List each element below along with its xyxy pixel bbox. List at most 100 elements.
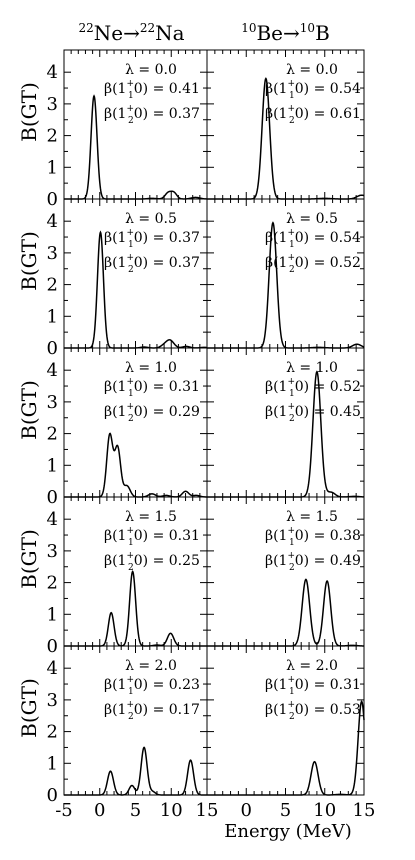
beta2-sup: +: [287, 402, 295, 412]
beta1-close: 0) =: [134, 677, 169, 693]
y-tick-label: 2: [47, 424, 58, 445]
y-tick-label: 2: [47, 275, 58, 296]
beta1-label: β(1+ 10) = 0.52: [265, 377, 361, 399]
beta1-close: 0) =: [134, 528, 169, 544]
y-tick-label: 0: [47, 487, 58, 508]
y-axis-label: B(GT): [17, 529, 41, 589]
beta1-sup: +: [287, 228, 295, 238]
beta2-value: 0.45: [330, 404, 361, 420]
beta2-sub: 2: [289, 563, 295, 573]
beta2-value: 0.37: [169, 106, 200, 122]
beta2-close: 0) =: [134, 553, 169, 569]
beta1-sub: 1: [289, 687, 295, 697]
beta1-close: 0) =: [134, 230, 169, 246]
beta1-label: β(1+ 10) = 0.23: [104, 675, 200, 697]
y-tick-label: 4: [47, 62, 58, 83]
x-tick-label: 10: [160, 800, 183, 821]
beta2-sub: 2: [128, 563, 134, 573]
beta2-sub: 2: [128, 265, 134, 275]
beta1-prefix: β(1: [104, 81, 126, 97]
beta2-value: 0.53: [330, 702, 361, 718]
beta2-sub: 2: [128, 116, 134, 126]
beta1-sub: 1: [128, 389, 134, 399]
beta1-sub: 1: [128, 538, 134, 548]
lambda-label: λ = 2.0: [125, 658, 177, 674]
lambda-label: λ = 1.0: [125, 360, 177, 376]
beta1-value: 0.41: [169, 81, 200, 97]
beta1-close: 0) =: [295, 81, 330, 97]
title-mass-b: 22: [140, 21, 155, 35]
beta2-value: 0.17: [169, 702, 200, 718]
beta1-prefix: β(1: [265, 230, 287, 246]
beta2-value: 0.37: [169, 255, 200, 271]
title-mass-b: 10: [300, 21, 315, 35]
series-curve-3-left: [64, 570, 207, 647]
beta2-prefix: β(1: [265, 255, 287, 271]
series-curve-4-left: [64, 746, 207, 796]
y-tick-label: 0: [47, 785, 58, 806]
beta1-prefix: β(1: [104, 379, 126, 395]
x-tick-label: -5: [55, 800, 73, 821]
beta1-sub: 1: [289, 538, 295, 548]
beta1-value: 0.37: [169, 230, 200, 246]
beta2-prefix: β(1: [104, 255, 126, 271]
beta1-label: β(1+ 10) = 0.54: [265, 228, 361, 250]
title-mass-a: 22: [78, 21, 93, 35]
y-tick-label: 3: [47, 541, 58, 562]
lambda-label: λ = 0.0: [125, 62, 177, 78]
x-axis-label: Energy (MeV): [224, 821, 352, 842]
beta2-value: 0.52: [330, 255, 361, 271]
lambda-label: λ = 1.5: [125, 509, 177, 525]
series-curve-4-right: [207, 700, 365, 796]
lambda-label: λ = 0.5: [125, 211, 177, 227]
beta1-prefix: β(1: [265, 677, 287, 693]
y-tick-label: 1: [47, 604, 58, 625]
beta2-sub: 2: [289, 116, 295, 126]
beta1-label: β(1+ 10) = 0.41: [104, 79, 200, 101]
beta1-label: β(1+ 10) = 0.38: [265, 526, 361, 548]
beta1-value: 0.31: [169, 528, 200, 544]
beta2-prefix: β(1: [265, 404, 287, 420]
beta2-prefix: β(1: [104, 404, 126, 420]
series-curve-2-left: [64, 432, 207, 498]
beta2-label: β(1+ 20) = 0.52: [265, 253, 361, 275]
y-tick-label: 4: [47, 211, 58, 232]
y-tick-label: 4: [47, 658, 58, 679]
column-title-0: 22Ne→22Na: [78, 21, 184, 45]
beta1-sup: +: [126, 675, 134, 685]
series-curve-3-right: [207, 578, 364, 647]
y-tick-label: 3: [47, 94, 58, 115]
beta1-label: β(1+ 10) = 0.31: [265, 675, 361, 697]
y-tick-label: 4: [47, 509, 58, 530]
x-tick-label: 0: [94, 800, 105, 821]
y-tick-label: 3: [47, 392, 58, 413]
beta1-prefix: β(1: [104, 677, 126, 693]
title-mass-a: 10: [241, 21, 256, 35]
beta1-sup: +: [287, 79, 295, 89]
beta2-value: 0.29: [169, 404, 200, 420]
beta1-prefix: β(1: [265, 81, 287, 97]
beta2-close: 0) =: [295, 553, 330, 569]
beta1-sup: +: [287, 377, 295, 387]
beta2-prefix: β(1: [104, 106, 126, 122]
beta2-sup: +: [126, 551, 134, 561]
beta2-close: 0) =: [295, 702, 330, 718]
beta1-prefix: β(1: [104, 528, 126, 544]
lambda-label: λ = 0.5: [286, 211, 338, 227]
beta1-sup: +: [287, 675, 295, 685]
beta1-sub: 1: [289, 91, 295, 101]
beta2-sup: +: [126, 253, 134, 263]
beta1-close: 0) =: [134, 379, 169, 395]
beta1-value: 0.38: [330, 528, 361, 544]
beta2-close: 0) =: [295, 404, 330, 420]
beta2-close: 0) =: [134, 404, 169, 420]
lambda-label: λ = 2.0: [286, 658, 338, 674]
beta1-label: β(1+ 10) = 0.37: [104, 228, 200, 250]
beta1-label: β(1+ 10) = 0.31: [104, 377, 200, 399]
beta2-label: β(1+ 20) = 0.29: [104, 402, 200, 424]
beta1-sup: +: [126, 79, 134, 89]
x-tick-label: 0: [241, 800, 252, 821]
y-tick-label: 2: [47, 126, 58, 147]
beta1-value: 0.31: [330, 677, 361, 693]
